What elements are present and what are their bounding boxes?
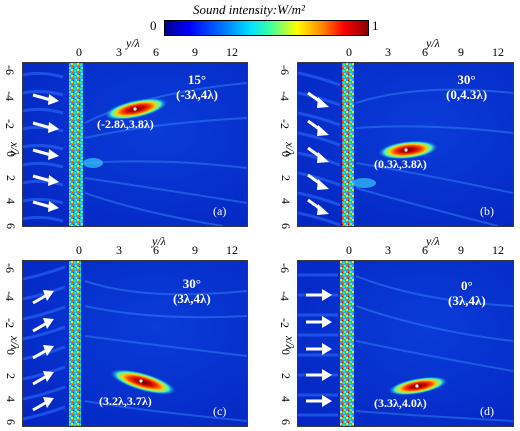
x-tick: -4: [278, 91, 292, 101]
steering-angle: 30°: [457, 72, 476, 87]
y-tick: 6: [153, 45, 159, 59]
x-tick: -6: [3, 263, 17, 273]
angle-annotation-d: 0° (3λ,4λ): [448, 278, 486, 309]
panel-a: 15° (-3λ,4λ) (-2.8λ,3.8λ) (a): [22, 62, 248, 227]
y-tick: 6: [153, 243, 159, 257]
y-axis-label-b: y/λ: [426, 36, 440, 50]
y-tick: 12: [226, 45, 238, 59]
x-axis-label-a: x/λ: [8, 142, 22, 156]
y-axis-label-c: y/λ: [152, 234, 166, 248]
x-tick: -2: [278, 318, 292, 328]
x-tick: -2: [3, 119, 17, 129]
panel-b: 30° (0,4.3λ) (0.3λ,3.8λ) (b): [297, 62, 514, 227]
intensity-map-c: [23, 261, 247, 426]
focus-coordinate-b: (0.3λ,3.8λ): [374, 157, 427, 171]
y-tick: 3: [116, 243, 122, 257]
angle-annotation-b: 30° (0,4.3λ): [446, 72, 488, 103]
focus-coordinate-a: (-2.8λ,3.8λ): [97, 117, 154, 131]
target-position: (-3λ,4λ): [176, 86, 219, 102]
panel-d: 0° (3λ,4λ) (3.3λ,4.0λ) (d): [297, 260, 514, 427]
y-tick: 12: [492, 243, 504, 257]
x-tick: 4: [279, 396, 293, 402]
focus-coordinate-d: (3.3λ,4.0λ): [374, 396, 427, 410]
x-tick: -6: [3, 65, 17, 75]
y-tick: 0: [76, 45, 82, 59]
colorbar: [164, 20, 369, 36]
x-axis-label-b: x/λ: [283, 142, 297, 156]
y-tick: 3: [385, 243, 391, 257]
steering-angle: 15°: [187, 72, 207, 87]
x-tick: 2: [279, 175, 293, 181]
colorbar-min-label: 0: [150, 18, 157, 33]
x-axis-label-d: x/λ: [283, 336, 297, 350]
panel-label-a: (a): [213, 204, 227, 218]
x-tick: -6: [278, 263, 292, 273]
x-tick: 2: [4, 175, 18, 181]
y-tick: 9: [192, 45, 198, 59]
colorbar-title: Sound intensity:W/m²: [193, 2, 305, 17]
y-tick: 9: [458, 45, 464, 59]
x-tick: 2: [4, 373, 18, 379]
panel-label-d: (d): [480, 404, 494, 418]
y-tick: 3: [116, 45, 122, 59]
angle-annotation-a: 15° (-3λ,4λ): [176, 72, 219, 103]
y-axis-label-d: y/λ: [426, 234, 440, 248]
panel-label-b: (b): [480, 204, 494, 218]
x-tick: 6: [4, 223, 18, 229]
focus-coordinate-c: (3.2λ,3.7λ): [99, 394, 152, 408]
x-tick: 4: [279, 198, 293, 204]
target-position: (3λ,4λ): [448, 292, 486, 308]
x-tick: -6: [278, 65, 292, 75]
colorbar-max-label: 1: [372, 18, 379, 33]
y-tick: 6: [422, 243, 428, 257]
y-axis-label-a: y/λ: [126, 36, 140, 50]
y-tick: 12: [492, 45, 504, 59]
intensity-map-a: [23, 63, 247, 226]
panel-label-c: (c): [213, 404, 227, 418]
x-axis-label-c: x/λ: [8, 336, 22, 350]
x-tick: 4: [4, 396, 18, 402]
intensity-map-b: [298, 63, 513, 226]
panel-c: 30° (3λ,4λ) (3.2λ,3.7λ) (c): [22, 260, 248, 427]
x-tick: 6: [279, 223, 293, 229]
x-tick: -4: [278, 291, 292, 301]
x-tick: -2: [278, 119, 292, 129]
y-tick: 0: [346, 243, 352, 257]
x-tick: -4: [3, 291, 17, 301]
y-tick: 9: [458, 243, 464, 257]
x-tick: 2: [279, 373, 293, 379]
target-position: (3λ,4λ): [173, 290, 211, 306]
y-tick: 12: [226, 243, 238, 257]
x-tick: 6: [279, 419, 293, 425]
y-tick: 3: [385, 45, 391, 59]
y-tick: 0: [76, 243, 82, 257]
y-tick: 0: [346, 45, 352, 59]
steering-angle: 30°: [182, 276, 201, 291]
angle-annotation-c: 30° (3λ,4λ): [173, 276, 211, 307]
x-tick: 4: [4, 198, 18, 204]
x-tick: 6: [4, 419, 18, 425]
x-tick: -2: [3, 318, 17, 328]
y-tick: 6: [422, 45, 428, 59]
y-tick: 9: [192, 243, 198, 257]
x-tick: -4: [3, 91, 17, 101]
steering-angle: 0°: [460, 278, 473, 293]
target-position: (0,4.3λ): [446, 86, 488, 102]
intensity-map-d: [298, 261, 513, 426]
